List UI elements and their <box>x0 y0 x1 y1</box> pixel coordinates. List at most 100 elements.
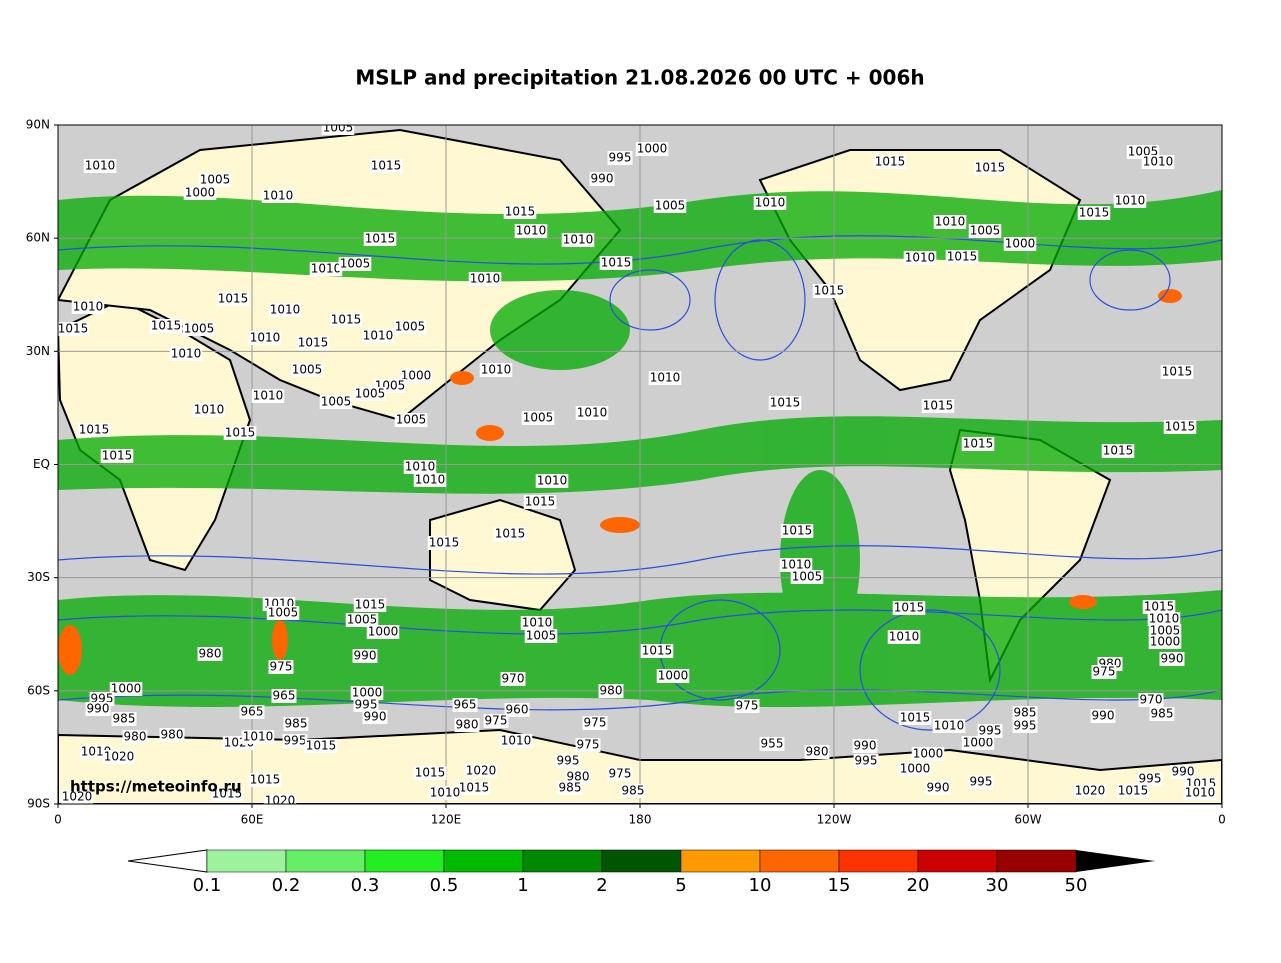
isobar-label: 1005 <box>319 395 353 409</box>
heavy-cell <box>450 371 474 385</box>
label-background <box>1141 155 1175 169</box>
label-background <box>149 319 183 333</box>
label-background <box>779 558 813 572</box>
isobar-label: 1000 <box>399 369 433 383</box>
isobar-label: 980 <box>598 684 624 698</box>
label-background <box>493 527 527 541</box>
isobar-value: 1015 <box>429 536 460 550</box>
isobar-label: 1005 <box>338 257 372 271</box>
isobar-label: 1015 <box>100 449 134 463</box>
isobar-value: 1015 <box>923 399 954 413</box>
label-background <box>427 536 461 550</box>
colorbar: 0.1 0.2 0.3 0.5 1 2 5 10 15 20 30 50 <box>127 849 1155 896</box>
isobar-value: 970 <box>502 672 525 686</box>
label-background <box>648 371 682 385</box>
isobar-label: 1015 <box>223 426 257 440</box>
lat-tick-label: 90S <box>27 797 50 811</box>
colorbar-segment <box>601 849 682 873</box>
label-background <box>296 336 330 350</box>
isobar-value: 1005 <box>184 322 215 336</box>
isobar-value: 985 <box>1014 706 1037 720</box>
label-background <box>753 196 787 210</box>
isobar-label: 1000 <box>635 142 669 156</box>
label-background <box>413 473 447 487</box>
isobar-label: 1015 <box>413 766 447 780</box>
label-background <box>1142 600 1176 614</box>
label-background <box>635 142 669 156</box>
isobar-label: 990 <box>1090 709 1116 723</box>
isobar-value: 1010 <box>537 474 568 488</box>
isobar-label: 970 <box>500 672 526 686</box>
watermark: https://meteoinfo.ru <box>70 778 242 796</box>
label-background <box>363 232 397 246</box>
isobar-value: 1015 <box>963 437 994 451</box>
isobar-value: 1010 <box>501 734 532 748</box>
label-background <box>520 616 554 630</box>
isobar-label: 1015 <box>873 155 907 169</box>
isobar-label: 995 <box>853 754 879 768</box>
label-background <box>961 437 995 451</box>
isobar-label: 985 <box>283 717 309 731</box>
isobar-label: 1000 <box>350 686 384 700</box>
isobar-value: 1020 <box>265 794 296 808</box>
label-background <box>898 762 932 776</box>
lon-tick-label: 60E <box>241 813 264 827</box>
isobar-value: 995 <box>557 754 580 768</box>
lat-tick-label: 60N <box>26 231 50 245</box>
isobar-value: 995 <box>855 754 878 768</box>
isobar <box>714 239 806 361</box>
isobar-label: 980 <box>565 770 591 784</box>
isobar-value: 990 <box>364 710 387 724</box>
isobar-value: 1005 <box>655 199 686 213</box>
heavy-cell <box>476 425 504 441</box>
isobar-label: 1010 <box>479 363 513 377</box>
isobar-label: 990 <box>362 710 388 724</box>
label-background <box>565 770 591 784</box>
isobar-value: 1010 <box>781 558 812 572</box>
isobar-label: 1015 <box>523 495 557 509</box>
label-background <box>111 712 137 726</box>
isobar-label: 1000 <box>183 186 217 200</box>
isobar-value: 990 <box>354 649 377 663</box>
isobar-label: 1015 <box>503 205 537 219</box>
label-background <box>1137 772 1163 786</box>
isobar-label: 995 <box>607 151 633 165</box>
label-background <box>768 396 802 410</box>
australia <box>429 498 577 612</box>
label-background <box>873 155 907 169</box>
label-background <box>251 389 285 403</box>
label-background <box>338 257 372 271</box>
isobar-value: 975 <box>577 738 600 752</box>
isobar-value: 1015 <box>1144 600 1175 614</box>
isobar-value: 1015 <box>371 159 402 173</box>
isobar-label: 1010 <box>514 224 548 238</box>
label-background <box>892 601 926 615</box>
label-background <box>428 786 462 800</box>
isobar-value: 965 <box>273 689 296 703</box>
isobar-label: 1010 <box>932 719 966 733</box>
isobar <box>609 269 691 331</box>
label-background <box>968 224 1002 238</box>
isobar-label: 1000 <box>109 682 143 696</box>
colorbar-over <box>1076 850 1155 872</box>
label-background <box>353 387 387 401</box>
label-background <box>223 426 257 440</box>
label-background <box>468 272 502 286</box>
isobar-value: 960 <box>506 703 529 717</box>
label-background <box>759 737 785 751</box>
isobar-value: 1015 <box>1165 420 1196 434</box>
lat-tick-label: 30N <box>26 344 50 358</box>
label-background <box>100 449 134 463</box>
colorbar-label: 10 <box>749 875 772 896</box>
label-background <box>71 300 105 314</box>
label-background <box>109 682 143 696</box>
isobar-label: 1010 <box>575 406 609 420</box>
isobar-value: 1000 <box>658 669 689 683</box>
isobar-label: 1015 <box>599 256 633 270</box>
isobar-value: 1010 <box>430 786 461 800</box>
label-background <box>457 781 491 795</box>
colorbar-segment <box>206 849 287 873</box>
label-background <box>640 644 674 658</box>
isobar-value: 1015 <box>218 292 249 306</box>
